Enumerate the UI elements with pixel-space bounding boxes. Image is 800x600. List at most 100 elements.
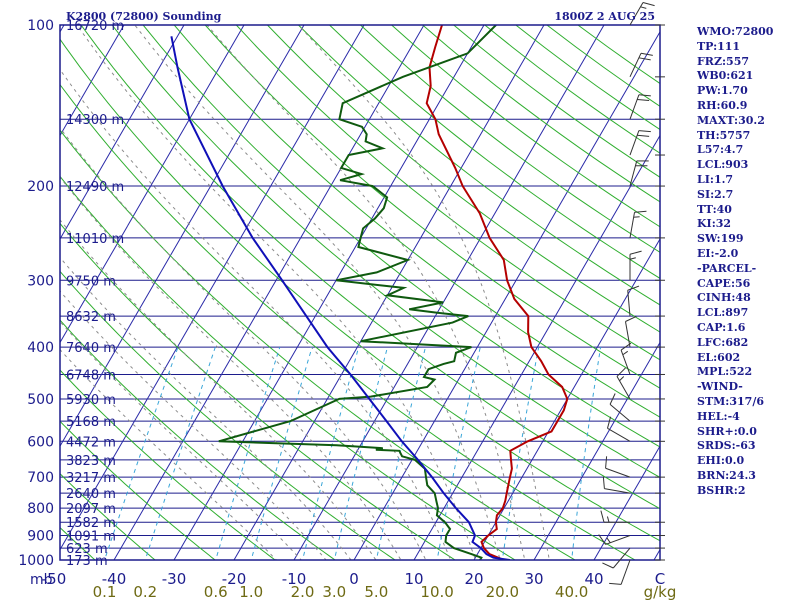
index-item: MAXT:30.2 (697, 113, 765, 127)
height-label: 14300 m (66, 113, 124, 128)
mixing-ratio-line (333, 346, 388, 560)
index-item: L57:4.7 (697, 143, 744, 157)
wind-barb (629, 210, 665, 239)
temperature-tick-label: 30 (524, 570, 543, 588)
mixing-ratio-line (250, 346, 313, 560)
index-item: FRZ:557 (697, 54, 750, 68)
temperature-tick-label: 20 (464, 570, 483, 588)
height-label: 3823 m (66, 454, 116, 469)
index-item: STM:317/6 (697, 394, 764, 408)
dry-adiabat (60, 369, 276, 560)
isotherm-line (60, 25, 125, 137)
height-label: 4472 m (66, 435, 116, 450)
height-label: 11010 m (66, 232, 124, 247)
wind-barb (605, 456, 665, 478)
wind-barb-staff (616, 376, 631, 400)
mixing-ratio-line (571, 347, 602, 560)
sounding-indices-panel: WMO:72800 TP:111 FRZ:557 WB0:621 PW:1.70 RH:6… (697, 25, 797, 499)
wind-barb-flag (637, 98, 650, 102)
index-item: LFC:682 (697, 335, 749, 349)
dry-adiabat (173, 25, 660, 418)
isotherm-line (473, 238, 660, 560)
dry-adiabat (111, 25, 660, 478)
wind-barb-flag (638, 130, 651, 133)
mixing-ratio-line (301, 346, 360, 560)
dry-adiabat (298, 25, 660, 306)
dry-adiabat (60, 129, 577, 560)
mixing-ratio-tick-label: 40.0 (555, 583, 588, 600)
index-item: SW:199 (697, 232, 744, 246)
isotherm-line (60, 25, 185, 240)
wind-barb-staff (629, 53, 642, 78)
dry-adiabat (60, 319, 336, 560)
isotherm-line (60, 25, 305, 448)
wind-barb-staff (620, 349, 631, 375)
chart-title: K2800 (72800) Sounding (66, 10, 222, 23)
wind-barb (627, 285, 665, 317)
plot-frame (59, 24, 661, 561)
pressure-tick-label: 1000 (18, 553, 54, 569)
isotherm-line (593, 445, 660, 560)
wind-barb-flag (606, 516, 610, 523)
index-item: CAPE:56 (697, 276, 751, 290)
wind-barb (629, 94, 665, 120)
temperature-tick-label: -10 (282, 570, 307, 588)
index-item: PW:1.70 (697, 84, 748, 98)
moist-adiabat (60, 219, 377, 560)
wind-barb-staff (609, 403, 631, 422)
valid-time: 1800Z 2 AUG 25 (554, 10, 655, 23)
temperature-tick-label: 40 (584, 570, 603, 588)
wind-barb-staff (629, 2, 644, 26)
wind-barb-flag (629, 250, 642, 255)
wind-barb-staff (604, 488, 631, 494)
index-item: TP:111 (697, 39, 741, 53)
dry-adiabat (60, 83, 637, 560)
pressure-tick-label: 200 (27, 179, 54, 195)
isotherm-line (0, 25, 4, 560)
height-label: 173 m (66, 554, 108, 569)
dry-adiabat (60, 473, 156, 560)
index-item: -PARCEL- (697, 261, 757, 275)
wind-barb (600, 510, 665, 523)
mixing-ratio-tick-label: 0.1 (93, 583, 117, 600)
wind-barb (609, 393, 665, 422)
mixing-ratio-tick-label: 0.6 (204, 583, 228, 600)
mixing-ratio-tick-label: 1.0 (239, 583, 263, 600)
dry-adiabat (235, 25, 660, 361)
height-label: 12490 m (66, 180, 124, 195)
mixing-ratio-tick-label: 0.2 (133, 583, 157, 600)
index-item: EI:-2.0 (697, 246, 739, 260)
wind-barb-flag (607, 416, 612, 429)
isotherm-line (353, 30, 660, 560)
wind-barb-staff (629, 130, 640, 156)
pressure-unit-label: mb (30, 572, 53, 588)
wind-barb-flag (622, 350, 629, 356)
index-item: SRDS:-63 (697, 439, 756, 453)
height-label: 2097 m (66, 502, 116, 517)
dewpoint-profile (218, 25, 497, 560)
wind-barb-flag (606, 537, 611, 543)
dry-adiabat (60, 420, 216, 560)
wind-barb (602, 547, 665, 569)
wind-barb-flag (642, 2, 655, 7)
moist-adiabat (60, 127, 427, 560)
index-item: CAP:1.6 (697, 320, 746, 334)
dry-adiabat (267, 25, 660, 333)
wind-barb (616, 367, 665, 400)
wind-barb-flag (609, 582, 622, 585)
wind-barb-flag (638, 57, 651, 61)
wind-barb-staff (605, 535, 631, 545)
dry-adiabat (60, 38, 660, 542)
dry-adiabat (80, 25, 660, 510)
index-item: WMO:72800 (697, 25, 774, 38)
pressure-tick-label: 800 (27, 501, 54, 517)
sounding-profiles (170, 25, 569, 560)
isotherm-line (293, 25, 605, 560)
wind-barb-flag (602, 476, 605, 489)
wind-barb (598, 534, 665, 545)
temperature-profile (425, 25, 569, 560)
mixing-ratio-line (375, 346, 426, 560)
wind-barb (629, 130, 665, 156)
plot-area (60, 25, 660, 560)
